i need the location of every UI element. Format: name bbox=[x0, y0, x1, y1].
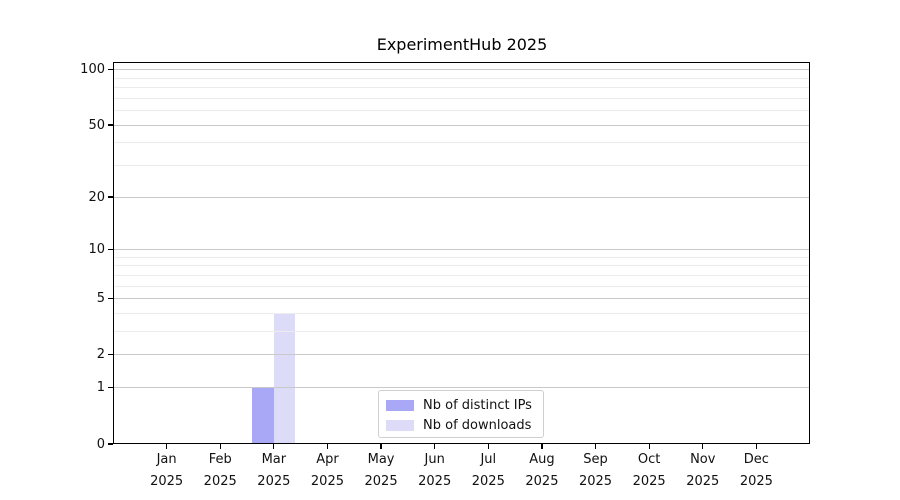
x-tick bbox=[219, 444, 221, 449]
y-tick-label: 2 bbox=[96, 347, 105, 363]
x-tick-label: Apr 2025 bbox=[299, 449, 355, 492]
x-tick-year: 2025 bbox=[739, 473, 773, 489]
legend-swatch bbox=[386, 419, 414, 431]
gridline-minor bbox=[113, 265, 810, 267]
legend: Nb of distinct IPs Nb of downloads bbox=[378, 390, 544, 438]
legend-row: Nb of downloads bbox=[386, 415, 543, 435]
y-tick-label: 20 bbox=[88, 189, 105, 205]
gridline-minor bbox=[113, 274, 810, 276]
x-tick-month: Jun bbox=[424, 452, 445, 467]
x-tick-year: 2025 bbox=[525, 473, 559, 489]
gridline-major bbox=[113, 298, 810, 300]
gridline-minor bbox=[113, 110, 810, 112]
gridline-minor bbox=[113, 97, 810, 99]
x-tick-label: Feb 2025 bbox=[192, 449, 248, 492]
y-tick bbox=[108, 387, 113, 389]
x-tick-month: Feb bbox=[208, 452, 232, 467]
x-tick-year: 2025 bbox=[203, 473, 237, 489]
x-tick-year: 2025 bbox=[471, 473, 505, 489]
gridline-minor bbox=[113, 312, 810, 314]
x-tick-label: May 2025 bbox=[353, 449, 409, 492]
y-tick bbox=[108, 443, 113, 445]
legend-swatch bbox=[386, 399, 414, 411]
x-tick-label: Jan 2025 bbox=[139, 449, 195, 492]
legend-label: Nb of distinct IPs bbox=[423, 397, 532, 413]
bar-nb-of-distinct-ips bbox=[252, 387, 274, 444]
x-tick-year: 2025 bbox=[578, 473, 613, 489]
x-tick-label: Dec 2025 bbox=[728, 449, 784, 492]
x-tick bbox=[166, 444, 168, 449]
x-tick-label: Nov 2025 bbox=[675, 449, 731, 492]
x-tick-month: Aug bbox=[529, 452, 555, 467]
x-tick-month: Jul bbox=[480, 452, 497, 467]
y-tick-label: 5 bbox=[96, 291, 105, 307]
x-tick-month: Sep bbox=[583, 452, 608, 467]
x-tick-month: Jan bbox=[156, 452, 177, 467]
y-tick bbox=[108, 124, 113, 126]
y-tick bbox=[108, 69, 113, 71]
x-tick bbox=[594, 444, 597, 449]
legend-label: Nb of downloads bbox=[423, 417, 532, 433]
x-tick-year: 2025 bbox=[150, 473, 184, 489]
gridline-major bbox=[113, 69, 810, 71]
gridline-major bbox=[113, 196, 810, 198]
x-tick-label: Sep 2025 bbox=[568, 449, 624, 492]
x-tick-month: Nov bbox=[690, 452, 716, 467]
x-tick-year: 2025 bbox=[632, 473, 666, 489]
gridline-minor bbox=[113, 142, 810, 144]
x-tick bbox=[380, 444, 382, 449]
x-tick bbox=[541, 444, 543, 449]
y-tick-label: 0 bbox=[96, 436, 105, 452]
gridline-minor bbox=[113, 256, 810, 258]
x-tick-label: Jun 2025 bbox=[407, 449, 463, 492]
x-tick bbox=[648, 444, 650, 449]
y-tick bbox=[108, 196, 113, 198]
x-tick bbox=[326, 444, 329, 449]
x-tick bbox=[487, 444, 489, 449]
gridline-major bbox=[113, 354, 810, 356]
y-tick-label: 1 bbox=[96, 380, 105, 396]
gridline-minor bbox=[113, 87, 810, 89]
x-tick-label: Mar 2025 bbox=[246, 449, 302, 492]
y-tick-label: 10 bbox=[88, 242, 105, 257]
x-tick bbox=[702, 444, 704, 449]
x-tick-month: Oct bbox=[637, 452, 661, 467]
x-tick bbox=[434, 444, 436, 449]
x-tick-year: 2025 bbox=[686, 473, 720, 489]
x-tick-label: Oct 2025 bbox=[621, 449, 677, 492]
x-tick-year: 2025 bbox=[364, 473, 398, 489]
x-tick-year: 2025 bbox=[418, 473, 452, 489]
x-tick-month: May bbox=[367, 452, 395, 467]
y-tick-label: 100 bbox=[80, 62, 105, 78]
gridline-minor bbox=[113, 331, 810, 333]
x-tick-label: Jul 2025 bbox=[460, 449, 516, 492]
x-tick-month: Dec bbox=[743, 452, 769, 467]
x-tick-month: Apr bbox=[316, 452, 339, 467]
chart-title: ExperimentHub 2025 bbox=[376, 35, 548, 54]
bar-nb-of-downloads bbox=[273, 313, 296, 444]
x-tick-year: 2025 bbox=[310, 473, 344, 489]
y-tick bbox=[108, 248, 113, 251]
legend-row: Nb of distinct IPs bbox=[386, 395, 543, 415]
x-tick-year: 2025 bbox=[257, 473, 291, 489]
y-tick-label: 50 bbox=[88, 117, 105, 133]
y-tick bbox=[108, 298, 113, 300]
y-tick bbox=[108, 354, 113, 356]
gridline-minor bbox=[113, 77, 810, 79]
plot-area bbox=[113, 62, 810, 444]
x-tick bbox=[273, 444, 275, 449]
x-tick bbox=[755, 444, 757, 449]
x-tick-label: Aug 2025 bbox=[514, 449, 570, 492]
gridline-major bbox=[113, 387, 810, 389]
gridline-minor bbox=[113, 164, 810, 166]
x-tick-month: Mar bbox=[261, 452, 287, 467]
gridline-major bbox=[113, 249, 810, 250]
gridline-minor bbox=[113, 285, 810, 287]
gridline-major bbox=[113, 124, 810, 126]
